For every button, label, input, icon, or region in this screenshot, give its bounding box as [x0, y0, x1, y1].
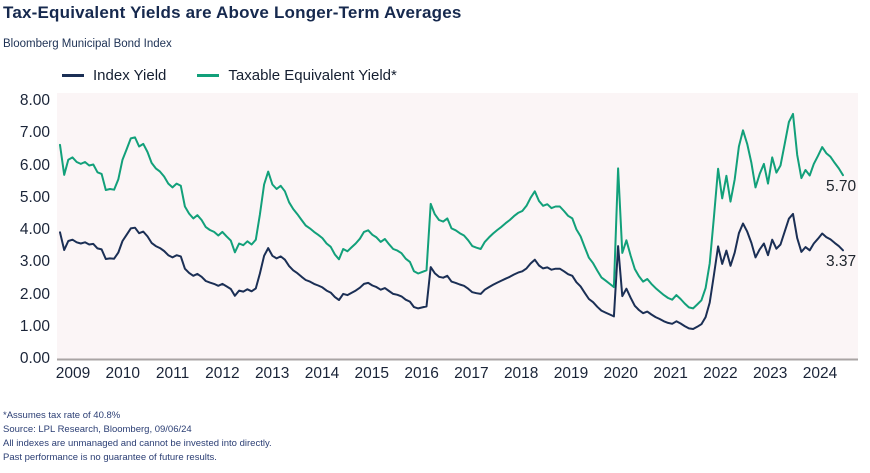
- y-tick-label: 1.00: [19, 317, 50, 335]
- plot-background: [57, 93, 858, 359]
- y-tick-label: 4.00: [19, 221, 50, 238]
- page-title: Tax-Equivalent Yields are Above Longer-T…: [3, 3, 462, 22]
- index-yield-line: [59, 212, 844, 330]
- taxable-equivalent-line: [59, 112, 844, 310]
- x-tick-label: 2009: [55, 365, 91, 382]
- y-tick-label: 8.00: [19, 92, 50, 109]
- y-tick-label: 3.00: [19, 253, 50, 271]
- legend-label-taxable-equivalent-yield: Taxable Equivalent Yield*: [228, 67, 397, 84]
- x-tick-label: 2010: [105, 365, 141, 382]
- x-tick-label: 2020: [603, 365, 639, 382]
- footnote-line: *Assumes tax rate of 40.8%: [3, 410, 121, 421]
- x-tick-label: 2013: [254, 365, 290, 382]
- x-tick-label: 2011: [155, 365, 190, 382]
- legend-item-taxable-equivalent-yield: Taxable Equivalent Yield*: [197, 67, 397, 84]
- legend-label-index-yield: Index Yield: [93, 67, 167, 84]
- taxable-equivalent-end-value-label: 5.70: [826, 178, 857, 196]
- x-tick-label: 2022: [703, 365, 738, 382]
- y-tick-label: 2.00: [19, 285, 50, 303]
- footnote-line: Past performance is no guarantee of futu…: [3, 451, 217, 463]
- y-tick-label: 7.00: [19, 124, 50, 142]
- index-yield-end-value-label: 3.37: [826, 253, 857, 271]
- footnote-line: Source: LPL Research, Bloomberg, 09/06/2…: [3, 423, 192, 435]
- taxable-equivalent-line-swatch: [197, 74, 220, 77]
- x-tick-label: 2016: [404, 365, 439, 382]
- footnote-line: All indexes are unmanaged and cannot be …: [3, 437, 272, 449]
- index-yield-line-swatch: [62, 74, 84, 77]
- x-tick-label: 2014: [304, 365, 340, 382]
- x-tick-label: 2023: [752, 365, 788, 382]
- y-tick-label: 5.00: [19, 188, 50, 206]
- x-tick-label: 2017: [454, 365, 489, 382]
- footnotes: *Assumes tax rate of 40.8% Source: LPL Re…: [3, 409, 272, 465]
- x-tick-label: 2018: [503, 365, 539, 382]
- x-tick-label: 2012: [205, 365, 240, 382]
- chart-legend: Index Yield Taxable Equivalent Yield*: [62, 67, 397, 84]
- chart-subtitle: Bloomberg Municipal Bond Index: [3, 38, 172, 50]
- legend-item-index-yield: Index Yield: [62, 67, 166, 84]
- x-tick-label: 2015: [354, 365, 390, 382]
- y-tick-label: 0.00: [19, 350, 50, 367]
- x-tick-label: 2021: [653, 365, 688, 382]
- x-tick-label: 2024: [802, 365, 838, 382]
- x-tick-label: 2019: [553, 365, 589, 382]
- y-tick-label: 6.00: [19, 156, 50, 174]
